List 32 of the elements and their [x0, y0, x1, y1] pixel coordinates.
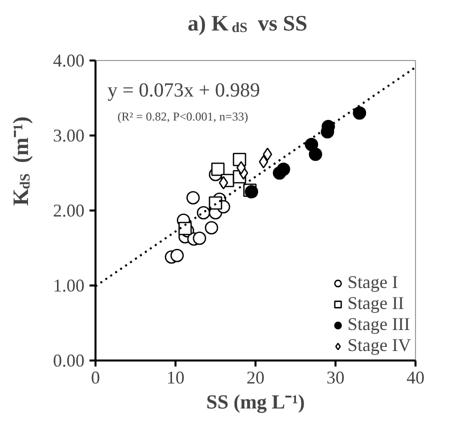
legend-label: Stage I — [348, 272, 398, 293]
legend-label: Stage II — [348, 293, 404, 314]
point — [262, 148, 272, 161]
point — [170, 248, 184, 262]
x-axis-title: SS (mg L⁻¹) — [206, 392, 305, 414]
annotation: (R² = 0.82, P<0.001, n=33) — [118, 110, 248, 124]
x-tick-label: 40 — [406, 368, 424, 388]
x-tick-label: 10 — [166, 368, 184, 388]
point — [204, 221, 218, 234]
point — [258, 155, 268, 168]
legend-label: Stage III — [348, 314, 410, 335]
point — [236, 161, 246, 174]
x-tick-label: 0 — [91, 368, 100, 388]
y-tick-label: 0.00 — [53, 350, 84, 370]
point — [192, 232, 206, 245]
y-tick-label: 2.00 — [53, 200, 84, 220]
x-tick-label: 20 — [246, 368, 264, 388]
point — [186, 191, 200, 204]
point — [211, 162, 225, 176]
y-axis-title: KdS (m⁻¹) — [8, 116, 34, 206]
point — [308, 148, 322, 161]
point — [218, 176, 228, 190]
point — [208, 196, 222, 210]
x-tick-label: 30 — [326, 368, 344, 388]
y-tick-label: 1.00 — [53, 276, 84, 296]
point — [276, 162, 290, 176]
y-tick-label: 4.00 — [53, 50, 84, 70]
legend-label: Stage IV — [348, 335, 411, 356]
chart-title: a) KdS vs SS — [188, 10, 308, 36]
annotation: y = 0.073x + 0.989 — [108, 80, 260, 102]
point — [352, 106, 366, 120]
y-tick-label: 3.00 — [53, 126, 84, 146]
